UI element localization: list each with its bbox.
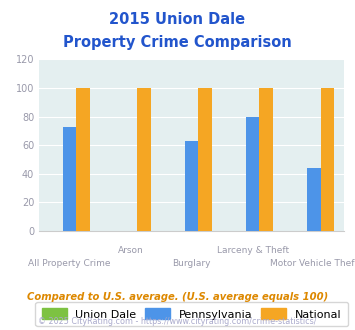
- Bar: [76, 88, 90, 231]
- Legend: Union Dale, Pennsylvania, National: Union Dale, Pennsylvania, National: [36, 302, 348, 326]
- Bar: [246, 116, 260, 231]
- Bar: [198, 88, 212, 231]
- Text: Motor Vehicle Theft: Motor Vehicle Theft: [270, 259, 355, 268]
- Text: Compared to U.S. average. (U.S. average equals 100): Compared to U.S. average. (U.S. average …: [27, 292, 328, 302]
- Text: Property Crime Comparison: Property Crime Comparison: [63, 35, 292, 50]
- Bar: [185, 141, 198, 231]
- Bar: [63, 127, 76, 231]
- Text: Larceny & Theft: Larceny & Theft: [217, 246, 289, 255]
- Bar: [137, 88, 151, 231]
- Text: Arson: Arson: [118, 246, 143, 255]
- Text: Burglary: Burglary: [173, 259, 211, 268]
- Text: All Property Crime: All Property Crime: [28, 259, 111, 268]
- Bar: [260, 88, 273, 231]
- Bar: [321, 88, 334, 231]
- Text: © 2025 CityRating.com - https://www.cityrating.com/crime-statistics/: © 2025 CityRating.com - https://www.city…: [38, 317, 317, 326]
- Bar: [307, 168, 321, 231]
- Text: 2015 Union Dale: 2015 Union Dale: [109, 12, 246, 26]
